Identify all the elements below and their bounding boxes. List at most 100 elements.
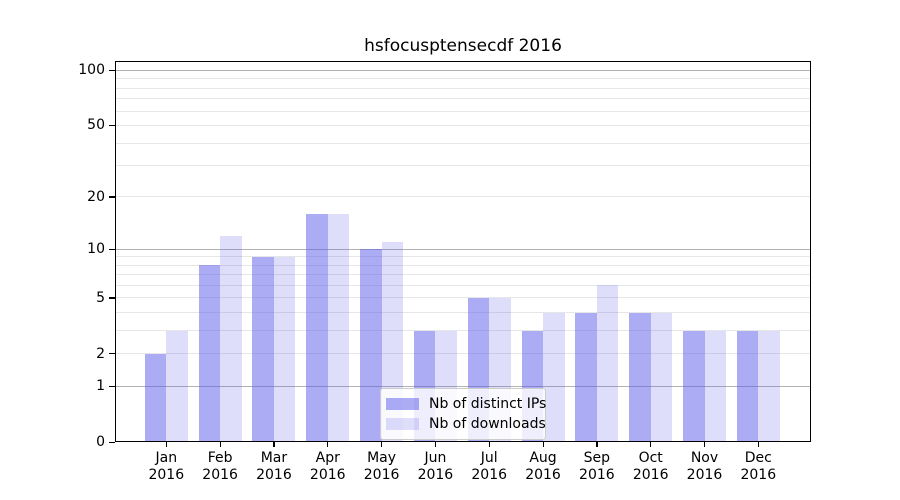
y-tick-label-2: 2 xyxy=(96,345,105,362)
x-label-year: 2016 xyxy=(525,467,561,483)
bar-downloads-jan xyxy=(166,330,188,442)
x-label-year: 2016 xyxy=(740,467,777,483)
y-tick-label-50: 50 xyxy=(87,117,105,134)
x-tick-label-dec: Dec 2016 xyxy=(726,450,790,484)
legend-label-distinct-ips: Nb of distinct IPs xyxy=(429,396,547,412)
x-tick-label-nov: Nov 2016 xyxy=(673,450,737,484)
x-tick-jun xyxy=(434,442,437,447)
bar-downloads-dec xyxy=(758,330,780,442)
legend-label-downloads: Nb of downloads xyxy=(429,416,546,432)
bar-distinct-ips-may xyxy=(360,249,382,442)
bar-distinct-ips-dec xyxy=(736,330,759,442)
gridline-minor-7 xyxy=(115,274,811,276)
bar-distinct-ips-jan xyxy=(144,353,167,442)
gridline-minor-50 xyxy=(115,124,811,126)
x-label-month: Jan xyxy=(155,450,178,466)
legend-item-distinct-ips: Nb of distinct IPs xyxy=(386,394,546,414)
gridline-minor-40 xyxy=(115,142,811,144)
x-label-month: May xyxy=(367,450,397,466)
x-tick-label-jun: Jun 2016 xyxy=(403,450,467,484)
bar-downloads-feb xyxy=(220,235,242,442)
x-label-year: 2016 xyxy=(686,467,723,483)
gridline-major-100 xyxy=(115,69,811,71)
gridline-minor-5 xyxy=(115,297,811,299)
x-tick-label-apr: Apr 2016 xyxy=(296,450,360,484)
x-label-month: Jun xyxy=(424,450,447,466)
x-tick-label-feb: Feb 2016 xyxy=(188,450,252,484)
x-label-year: 2016 xyxy=(417,467,454,483)
x-label-year: 2016 xyxy=(363,467,400,483)
x-tick-label-may: May 2016 xyxy=(350,450,414,484)
legend-item-downloads: Nb of downloads xyxy=(386,414,546,434)
grid-layer xyxy=(115,61,811,442)
gridline-minor-80 xyxy=(115,87,811,89)
legend-swatch-downloads xyxy=(386,418,419,430)
x-label-month: Apr xyxy=(315,450,340,466)
y-tick-10 xyxy=(109,248,115,250)
x-tick-label-oct: Oct 2016 xyxy=(619,450,683,484)
x-tick-oct xyxy=(650,442,652,447)
bar-downloads-aug xyxy=(543,312,565,442)
x-label-year: 2016 xyxy=(309,467,346,483)
x-tick-jan xyxy=(165,442,167,447)
x-label-month: Oct xyxy=(638,450,663,466)
gridline-minor-20 xyxy=(115,196,811,198)
bar-downloads-apr xyxy=(327,213,350,442)
gridline-minor-8 xyxy=(115,264,811,266)
gridline-minor-4 xyxy=(115,312,811,314)
y-tick-20 xyxy=(109,196,115,198)
x-tick-apr xyxy=(327,442,329,447)
y-tick-label-0: 0 xyxy=(96,434,105,450)
x-label-year: 2016 xyxy=(202,467,238,483)
x-tick-feb xyxy=(219,442,221,447)
bar-downloads-mar xyxy=(273,256,296,442)
bar-distinct-ips-sep xyxy=(575,312,597,442)
gridline-minor-6 xyxy=(115,284,811,286)
legend: Nb of distinct IPs Nb of downloads xyxy=(380,388,546,440)
x-label-month: Aug xyxy=(529,450,557,466)
gridline-minor-70 xyxy=(115,98,811,100)
y-tick-label-5: 5 xyxy=(96,289,105,306)
x-tick-jul xyxy=(488,442,490,447)
x-tick-label-aug: Aug 2016 xyxy=(511,450,575,484)
bar-distinct-ips-feb xyxy=(198,265,221,442)
x-label-year: 2016 xyxy=(632,467,669,483)
x-tick-dec xyxy=(757,442,759,447)
gridline-minor-2 xyxy=(115,353,811,355)
x-label-month: Feb xyxy=(207,450,233,466)
y-tick-50 xyxy=(109,124,115,127)
x-tick-sep xyxy=(596,442,598,447)
y-tick-5 xyxy=(109,297,115,299)
bar-downloads-nov xyxy=(704,330,726,442)
x-label-year: 2016 xyxy=(256,467,292,483)
x-label-year: 2016 xyxy=(471,467,508,483)
y-tick-label-20: 20 xyxy=(87,188,105,205)
bar-layer xyxy=(115,61,811,442)
bar-distinct-ips-oct xyxy=(629,312,651,442)
bar-distinct-ips-nov xyxy=(683,330,705,442)
gridline-minor-60 xyxy=(115,110,811,112)
bar-downloads-sep xyxy=(596,285,619,442)
x-tick-label-jul: Jul 2016 xyxy=(457,450,521,484)
x-tick-nov xyxy=(704,442,706,447)
x-tick-label-mar: Mar 2016 xyxy=(242,450,306,484)
plot-area xyxy=(115,61,811,442)
y-tick-label-10: 10 xyxy=(87,241,105,258)
x-tick-label-jan: Jan 2016 xyxy=(134,450,198,484)
gridline-minor-3 xyxy=(115,330,811,332)
y-tick-label-100: 100 xyxy=(78,62,105,79)
gridline-major-1 xyxy=(115,385,811,387)
x-label-month: Jul xyxy=(480,450,498,466)
x-label-month: Sep xyxy=(583,450,611,466)
x-label-year: 2016 xyxy=(148,467,185,483)
x-tick-label-sep: Sep 2016 xyxy=(565,450,629,484)
y-tick-label-1: 1 xyxy=(96,378,105,395)
y-tick-100 xyxy=(109,69,115,72)
bar-distinct-ips-apr xyxy=(306,213,328,442)
gridline-minor-9 xyxy=(115,256,811,258)
x-tick-mar xyxy=(273,442,275,447)
y-tick-1 xyxy=(109,385,115,388)
x-label-month: Dec xyxy=(744,450,772,466)
x-label-month: Nov xyxy=(690,450,719,466)
x-label-year: 2016 xyxy=(579,467,615,483)
